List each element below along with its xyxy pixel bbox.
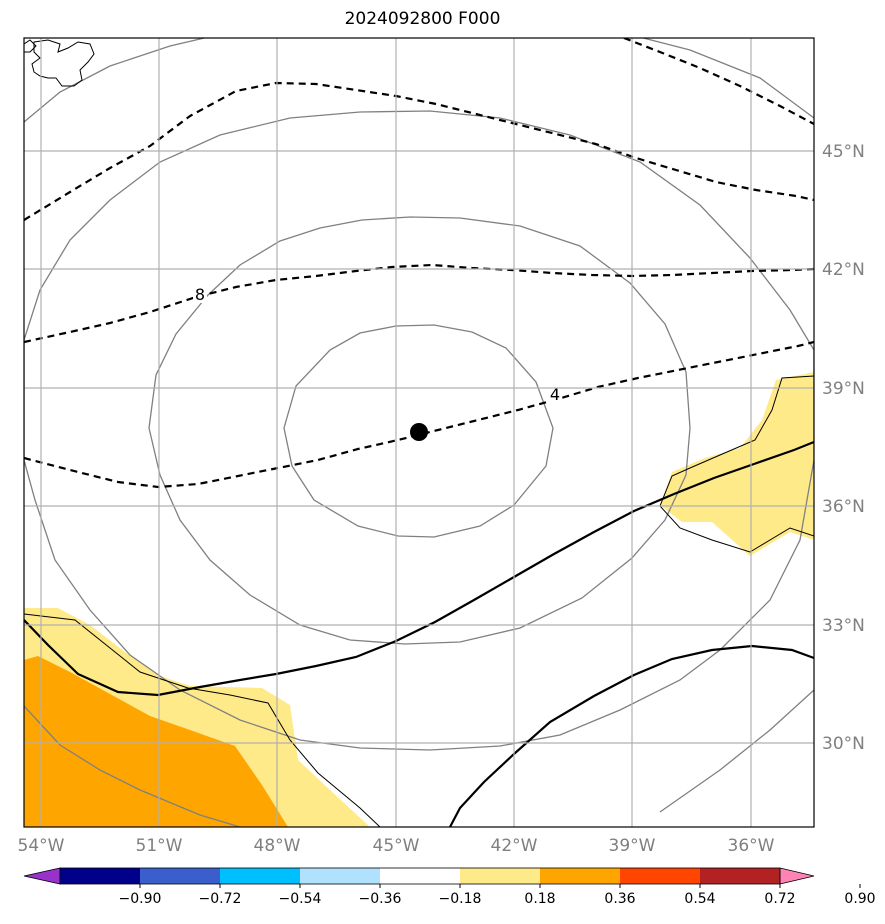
colorbar-tick-label: 0.36 xyxy=(604,891,635,907)
dashed-contours xyxy=(24,38,814,489)
colorbar-tick-label: −0.36 xyxy=(359,891,402,907)
latitude-labels: 45°N 42°N 39°N 36°N 33°N 30°N xyxy=(822,142,865,754)
colorbar: −0.90 −0.72 −0.54 −0.36 −0.18 0.18 0.36 0.54 0.7… xyxy=(23,867,876,907)
anomaly-fill-light-east xyxy=(660,372,814,556)
lat-label-33n: 33°N xyxy=(822,616,865,636)
solid-contours xyxy=(24,440,814,827)
colorbar-segment xyxy=(140,868,220,884)
colorbar-extend-high xyxy=(779,867,815,885)
longitude-labels: 54°W 51°W 48°W 45°W 42°W 39°W 36°W xyxy=(18,836,775,856)
gray-contours xyxy=(24,38,814,827)
colorbar-segment xyxy=(700,868,780,884)
colorbar-segment xyxy=(460,868,540,884)
lon-label-42w: 42°W xyxy=(491,836,538,856)
lon-label-51w: 51°W xyxy=(136,836,183,856)
lon-label-39w: 39°W xyxy=(609,836,656,856)
contour-label-8: 8 xyxy=(195,285,205,304)
colorbar-segment xyxy=(380,868,460,884)
lat-label-42n: 42°N xyxy=(822,260,865,280)
colorbar-tick-label: −0.18 xyxy=(439,891,482,907)
map-title: 2024092800 F000 xyxy=(344,9,501,29)
lat-label-45n: 45°N xyxy=(822,142,865,162)
lon-label-36w: 36°W xyxy=(728,836,775,856)
colorbar-segment xyxy=(60,868,140,884)
colorbar-tick-label: −0.54 xyxy=(279,891,322,907)
colorbar-tick-label: 0.18 xyxy=(524,891,555,907)
lon-label-45w: 45°W xyxy=(373,836,420,856)
colorbar-segment xyxy=(220,868,300,884)
storm-center-marker xyxy=(410,423,428,441)
map-area: 8 4 xyxy=(24,38,814,827)
anomaly-fill-orange-southwest xyxy=(24,656,288,827)
graticule xyxy=(24,38,814,827)
colorbar-tick-label: 0.54 xyxy=(684,891,715,907)
lat-label-39n: 39°N xyxy=(822,379,865,399)
map-frame xyxy=(23,37,815,828)
colorbar-extend-low xyxy=(23,867,61,885)
lon-label-54w: 54°W xyxy=(18,836,65,856)
colorbar-segment xyxy=(540,868,620,884)
colorbar-tick-label: −0.90 xyxy=(119,891,162,907)
colorbar-tick-label: 0.72 xyxy=(764,891,795,907)
colorbar-tick-label: 0.90 xyxy=(844,891,875,907)
lon-label-48w: 48°W xyxy=(254,836,301,856)
contour-label-4: 4 xyxy=(550,385,560,404)
lat-label-36n: 36°N xyxy=(822,497,865,517)
colorbar-tick-label: −0.72 xyxy=(199,891,242,907)
colorbar-frame xyxy=(59,867,781,885)
lat-label-30n: 30°N xyxy=(822,734,865,754)
coastlines xyxy=(24,39,814,827)
colorbar-segment xyxy=(300,868,380,884)
colorbar-segment xyxy=(620,868,700,884)
